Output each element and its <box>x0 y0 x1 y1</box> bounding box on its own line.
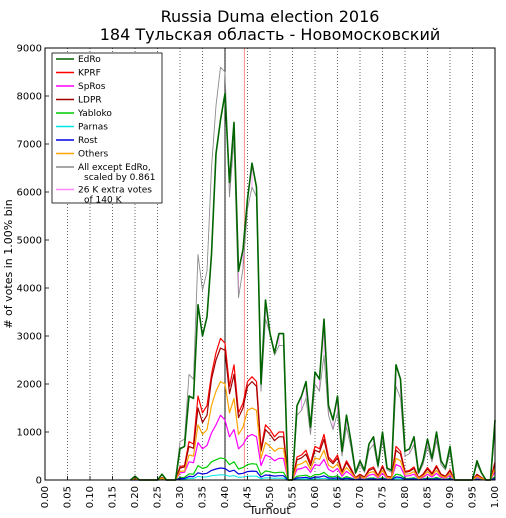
legend-label: Yabloko <box>77 109 112 119</box>
x-tick-label: 0.60 <box>310 486 321 508</box>
y-tick-label: 0 <box>36 476 42 487</box>
reference-lines <box>224 48 245 480</box>
x-tick-label: 0.75 <box>378 486 389 508</box>
legend-label: All except EdRo, <box>78 163 151 173</box>
x-tick-label: 0.35 <box>198 486 209 508</box>
x-axis-label: Turnout <box>248 504 291 517</box>
legend-label: EdRo <box>78 55 101 65</box>
x-tick-label: 0.50 <box>265 486 276 508</box>
x-tick-label: 0.00 <box>40 486 51 508</box>
x-tick-label: 0.65 <box>333 486 344 508</box>
y-tick-label: 9000 <box>17 44 42 55</box>
series-line-kprf <box>130 337 496 481</box>
y-tick-label: 6000 <box>17 188 42 199</box>
legend-label: Parnas <box>78 123 108 133</box>
x-tick-label: 0.05 <box>63 486 74 508</box>
extra-votes-hatching <box>229 122 496 474</box>
legend-label: SpRos <box>78 82 106 92</box>
x-axis-ticks: 0.00 0.05 0.10 0.15 0.20 0.25 0.30 0.35 0.40 0.45… <box>40 476 501 508</box>
y-tick-label: 2000 <box>17 380 42 391</box>
y-tick-label: 3000 <box>17 332 42 343</box>
series-line-all-except-edro-scaled-by-0-861 <box>130 66 496 481</box>
legend-label: LDPR <box>78 96 102 106</box>
legend-label: KPRF <box>78 69 101 79</box>
x-tick-label: 0.40 <box>220 486 231 508</box>
chart-title-line-2: 184 Тульская область - Новомосковский <box>100 25 441 44</box>
y-tick-label: 5000 <box>17 236 42 247</box>
x-tick-label: 0.25 <box>153 486 164 508</box>
x-tick-label: 0.20 <box>130 486 141 508</box>
series-line-others <box>130 381 496 481</box>
series-line-rost <box>130 467 496 481</box>
legend-label: 26 K extra votes <box>78 186 152 196</box>
legend-label-line2: scaled by 0.861 <box>84 173 155 183</box>
y-tick-label: 8000 <box>17 92 42 103</box>
x-tick-label: 0.95 <box>468 486 479 508</box>
legend-label-line2: of 140 K <box>84 196 123 206</box>
legend: EdRo KPRF SpRos LDPR Yabloko Parnas Rost Others… <box>51 52 163 206</box>
x-tick-label: 0.85 <box>423 486 434 508</box>
legend-label: Others <box>78 150 109 160</box>
y-tick-label: 4000 <box>17 284 42 295</box>
series-line-edro <box>129 92 496 481</box>
series-line-parnas <box>130 474 496 481</box>
x-tick-label: 0.45 <box>243 486 254 508</box>
x-tick-label: 1.00 <box>490 486 501 508</box>
y-tick-label: 7000 <box>17 140 42 151</box>
chart-title-line-1: Russia Duma election 2016 <box>161 7 380 26</box>
series-line-ldpr <box>130 347 496 481</box>
x-tick-label: 0.10 <box>85 486 96 508</box>
x-tick-label: 0.15 <box>108 486 119 508</box>
x-tick-label: 0.30 <box>175 486 186 508</box>
x-tick-label: 0.80 <box>400 486 411 508</box>
y-axis-label: # of votes in 1.00% bin <box>2 199 15 328</box>
x-tick-label: 0.70 <box>355 486 366 508</box>
y-axis-ticks: 0 1000 2000 3000 4000 5000 6000 7000 8000 9000 <box>17 44 49 487</box>
x-tick-label: 0.55 <box>288 486 299 508</box>
series-line-yabloko <box>130 457 496 481</box>
series-lines <box>129 66 496 481</box>
y-tick-label: 1000 <box>17 428 42 439</box>
series-line-spros <box>130 414 496 481</box>
legend-box <box>51 52 163 204</box>
x-tick-label: 0.90 <box>445 486 456 508</box>
legend-label: Rost <box>78 136 98 146</box>
